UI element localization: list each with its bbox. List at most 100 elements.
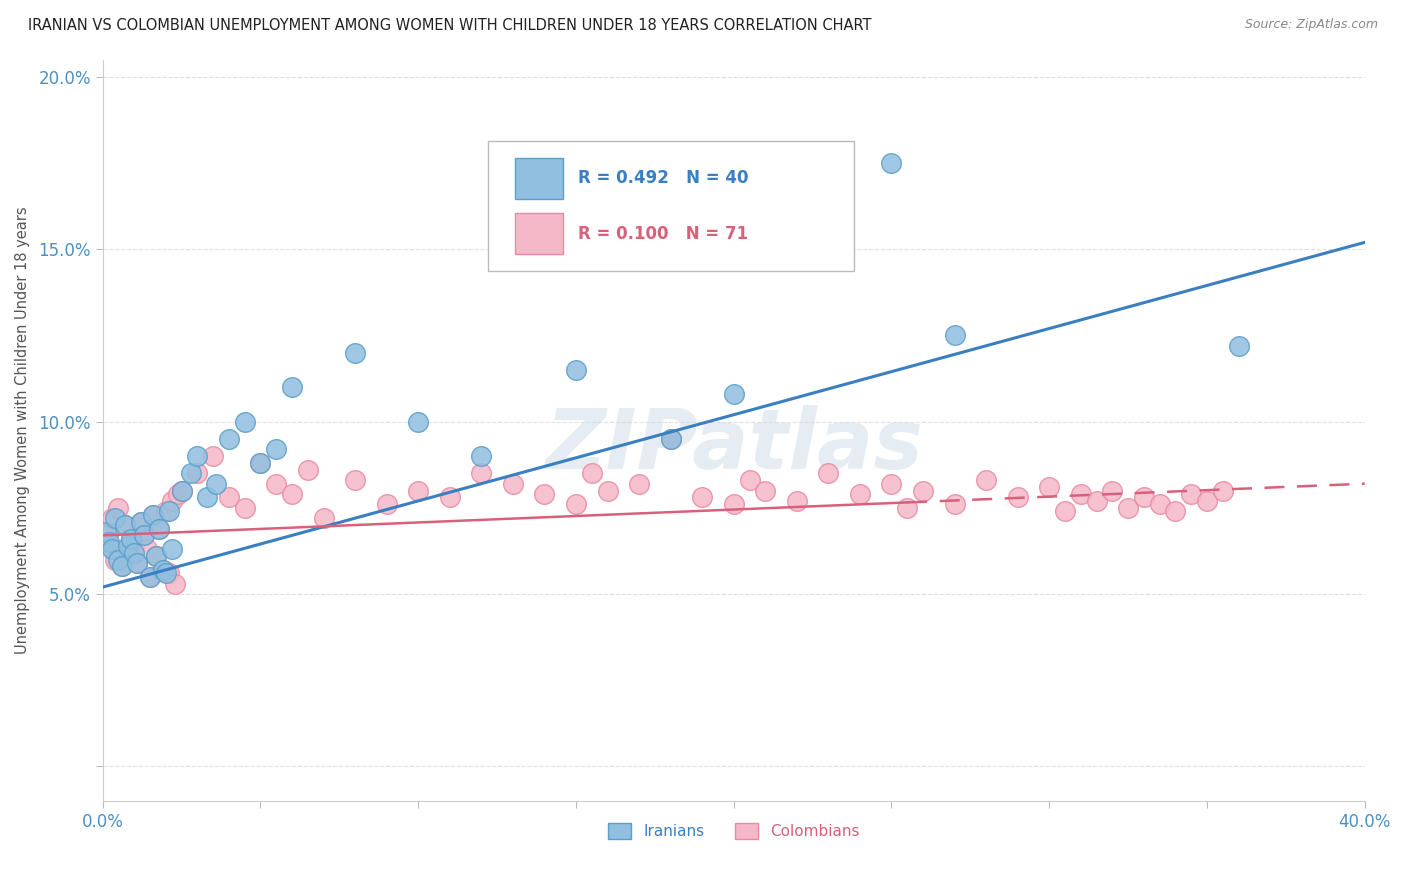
Point (117, 546, 139, 560)
Point (264, 476, 287, 491)
Point (880, 156, 903, 170)
Point (297, 463, 319, 477)
Point (127, 556, 149, 570)
Point (565, 363, 588, 377)
Point (1101, 483, 1123, 498)
Point (101, 542, 124, 557)
Point (160, 542, 183, 557)
Point (1070, 487, 1092, 501)
Point (94, 524, 117, 539)
Point (132, 528, 155, 542)
Point (690, 491, 713, 505)
Point (406, 415, 429, 429)
Point (129, 515, 152, 529)
Point (202, 449, 225, 463)
Point (157, 504, 180, 518)
Point (470, 467, 492, 481)
Point (1180, 487, 1202, 501)
Point (122, 546, 145, 560)
Point (281, 487, 304, 501)
Point (628, 476, 651, 491)
Point (114, 518, 136, 533)
Text: R = 0.100   N = 71: R = 0.100 N = 71 (578, 225, 748, 243)
Text: IRANIAN VS COLOMBIAN UNEMPLOYMENT AMONG WOMEN WITH CHILDREN UNDER 18 YEARS CORRE: IRANIAN VS COLOMBIAN UNEMPLOYMENT AMONG … (28, 18, 872, 33)
Point (120, 532, 142, 546)
Point (97, 524, 120, 539)
Point (120, 532, 142, 546)
Point (104, 552, 127, 566)
Point (249, 456, 271, 470)
Point (502, 476, 524, 491)
Point (170, 483, 193, 498)
Point (943, 328, 966, 343)
Point (107, 552, 129, 566)
Point (152, 563, 174, 577)
Point (1054, 504, 1077, 518)
Point (107, 500, 129, 515)
Point (344, 345, 367, 359)
Point (581, 467, 603, 481)
Point (470, 449, 492, 463)
Point (139, 570, 162, 584)
Point (205, 476, 228, 491)
Point (943, 497, 966, 511)
Point (186, 449, 208, 463)
Point (148, 521, 170, 535)
Point (145, 549, 167, 563)
Point (122, 539, 145, 553)
Point (264, 442, 287, 457)
Point (152, 563, 174, 577)
Point (1149, 497, 1171, 511)
Point (912, 483, 935, 498)
Point (974, 473, 997, 487)
Point (110, 559, 132, 574)
Point (659, 432, 682, 446)
Point (135, 542, 157, 557)
Point (186, 467, 208, 481)
Point (195, 491, 218, 505)
Point (104, 511, 127, 525)
Point (375, 497, 398, 511)
Point (249, 456, 271, 470)
Point (233, 415, 256, 429)
Point (344, 473, 367, 487)
FancyBboxPatch shape (488, 141, 853, 271)
Point (114, 518, 136, 533)
Point (145, 549, 167, 563)
Point (157, 566, 180, 581)
Point (94, 535, 117, 549)
Point (786, 494, 808, 508)
Point (533, 487, 555, 501)
Point (1007, 491, 1029, 505)
Point (1195, 494, 1218, 508)
Point (312, 511, 335, 525)
Point (129, 515, 152, 529)
Point (880, 476, 903, 491)
Point (1133, 491, 1156, 505)
Point (155, 504, 177, 518)
Point (723, 387, 745, 401)
Text: Source: ZipAtlas.com: Source: ZipAtlas.com (1244, 18, 1378, 31)
Y-axis label: Unemployment Among Women with Children Under 18 years: Unemployment Among Women with Children U… (15, 206, 30, 654)
Point (167, 487, 190, 501)
Point (723, 497, 745, 511)
Point (565, 497, 588, 511)
Point (218, 432, 240, 446)
Point (142, 508, 165, 522)
Point (817, 467, 839, 481)
Point (1038, 480, 1060, 494)
Point (233, 500, 256, 515)
Point (180, 467, 202, 481)
Bar (516, 158, 564, 199)
Point (596, 483, 619, 498)
Point (1227, 339, 1250, 353)
Point (1085, 494, 1108, 508)
Text: ZIPatlas: ZIPatlas (544, 405, 922, 485)
Point (849, 487, 872, 501)
Point (896, 500, 918, 515)
Point (218, 491, 240, 505)
Point (165, 576, 187, 591)
Text: R = 0.492   N = 40: R = 0.492 N = 40 (578, 169, 749, 187)
Point (110, 559, 132, 574)
Point (281, 380, 304, 394)
